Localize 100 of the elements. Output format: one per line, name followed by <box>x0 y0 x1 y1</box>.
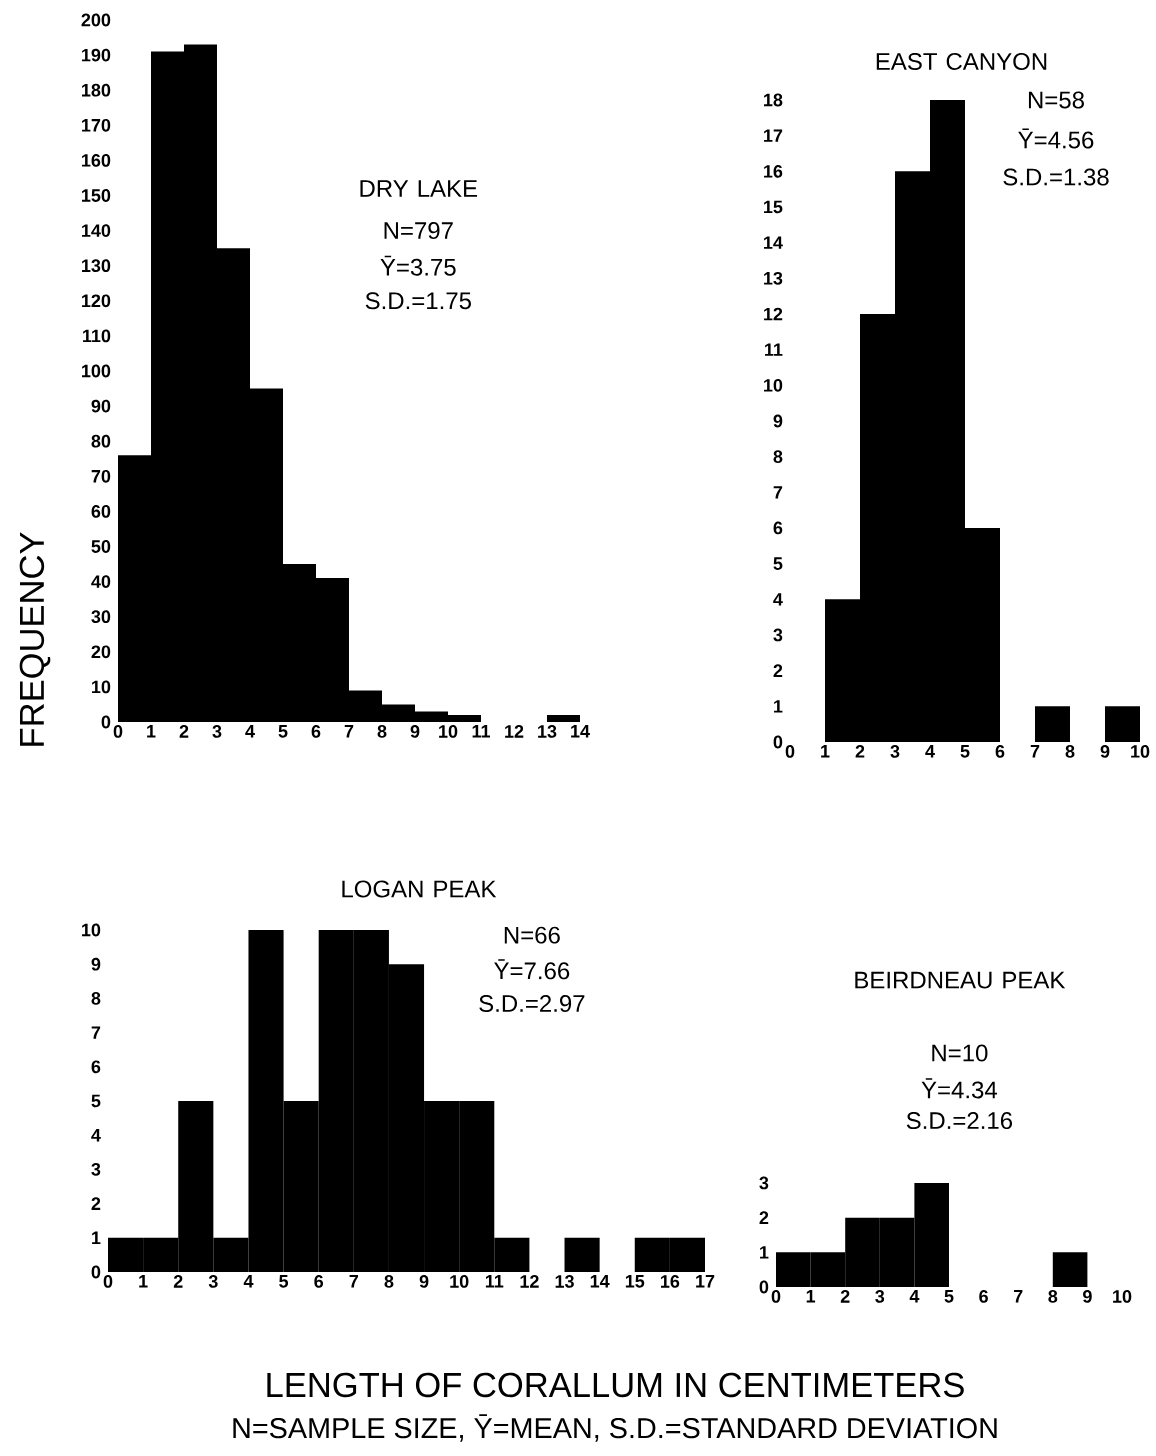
x-tick-label: 8 <box>1048 1290 1058 1303</box>
x-tick-label: 1 <box>139 1275 148 1288</box>
x-tick-label: 3 <box>208 1275 218 1288</box>
x-tick-label: 8 <box>1065 745 1075 758</box>
y-tick-label: 8 <box>773 450 783 464</box>
y-tick-label: 2 <box>759 1211 769 1224</box>
annotation: N=797 <box>384 222 453 240</box>
x-tick-label: 5 <box>278 725 288 738</box>
text: N=SAMPLE SIZE, Ȳ=MEAN, S.D.=STANDARD DEVIATION <box>233 1414 997 1442</box>
y-tick-label: 8 <box>91 992 101 1005</box>
y-tick-label: 20 <box>91 645 111 659</box>
y-tick-label: 17 <box>764 129 783 142</box>
x-tick-label: 4 <box>245 725 255 738</box>
y-tick-label: 11 <box>765 343 783 356</box>
text: N=10 <box>932 1044 988 1062</box>
y-tick-label: 200 <box>81 13 111 27</box>
text: Ȳ=4.34 <box>921 1078 998 1099</box>
y-tick-label: 60 <box>91 505 111 518</box>
y-tick-label: 90 <box>91 399 111 413</box>
text: DRY LAKE <box>360 180 478 197</box>
x-tick-label: 9 <box>419 1275 429 1288</box>
x-tick-label: 2 <box>179 725 189 738</box>
y-tick-label: 14 <box>764 236 783 249</box>
y-tick-label: 180 <box>82 83 111 97</box>
y-tick-label: 30 <box>91 610 111 624</box>
y-tick-label: 170 <box>82 118 111 132</box>
x-tick-label: 10 <box>1131 745 1150 758</box>
y-tick-label: 2 <box>773 664 783 677</box>
y-tick-label: 120 <box>82 294 111 308</box>
y-tick-label: 7 <box>91 1026 101 1039</box>
y-tick-label: 4 <box>91 1128 101 1142</box>
x-tick-label: 2 <box>173 1275 183 1288</box>
x-tick-label: 6 <box>979 1290 988 1303</box>
x-tick-label: 4 <box>925 745 935 758</box>
x-tick-label: 7 <box>1013 1290 1023 1303</box>
x-tick-label: 2 <box>840 1290 850 1303</box>
x-tick-label: 4 <box>909 1290 920 1303</box>
y-tick-label: 9 <box>91 957 101 971</box>
y-tick-label: 1 <box>760 1246 769 1259</box>
y-tick-label: 18 <box>764 93 783 107</box>
x-tick-label: 1 <box>147 725 156 738</box>
y-tick-label: 190 <box>82 48 111 62</box>
x-tick-label: 10 <box>450 1275 469 1288</box>
x-tick-label: 3 <box>212 725 222 738</box>
x-tick-label: 15 <box>625 1275 645 1288</box>
y-tick-label: 3 <box>759 1176 769 1190</box>
y-tick-label: 6 <box>773 521 783 535</box>
y-tick-label: 140 <box>82 224 111 237</box>
y-tick-label: 7 <box>773 486 783 499</box>
y-tick-label: 0 <box>773 735 783 749</box>
x-tick-label: 14 <box>590 1275 610 1288</box>
x-tick-label: 0 <box>113 725 123 738</box>
y-tick-label: 3 <box>91 1163 101 1176</box>
x-tick-label: 13 <box>538 725 557 738</box>
y-axis-title: FREQUENCY <box>19 532 51 746</box>
y-tick-label: 50 <box>91 540 111 553</box>
y-tick-label: 6 <box>91 1060 101 1074</box>
y-tick-label: 70 <box>91 469 111 483</box>
x-tick-label: 2 <box>855 745 865 758</box>
x-tick-label: 1 <box>821 745 830 758</box>
y-tick-label: 1 <box>774 700 783 713</box>
x-tick-label: 9 <box>1083 1290 1092 1303</box>
x-tick-label: 13 <box>555 1275 574 1288</box>
annotation: Ȳ=3.75 <box>380 255 456 276</box>
annotation: S.D.=1.38 <box>1003 168 1109 186</box>
y-tick-label: 16 <box>764 164 783 178</box>
x-tick-label: 5 <box>944 1290 954 1303</box>
x-tick-label: 7 <box>349 1275 359 1288</box>
chart-title: BEIRDNEAU PEAK <box>855 971 1066 989</box>
x-tick-label: 6 <box>995 745 1005 758</box>
x-tick-label: 8 <box>377 725 387 738</box>
y-tick-label: 130 <box>82 259 111 273</box>
x-tick-label: 3 <box>890 745 900 758</box>
x-tick-label: 11 <box>485 1275 504 1288</box>
annotation: Ȳ=7.66 <box>494 959 570 980</box>
y-tick-label: 150 <box>82 189 111 202</box>
x-axis-title: LENGTH OF CORALLUM IN CENTIMETERS <box>267 1372 964 1398</box>
y-tick-label: 13 <box>764 271 783 285</box>
y-tick-label: 10 <box>82 923 101 937</box>
y-tick-label: 110 <box>83 329 111 343</box>
annotation: N=66 <box>504 926 560 944</box>
x-tick-label: 1 <box>806 1290 816 1303</box>
y-tick-label: 5 <box>91 1094 101 1108</box>
x-tick-label: 17 <box>696 1275 715 1288</box>
x-tick-label: 9 <box>1100 745 1110 758</box>
x-tick-label: 10 <box>439 725 458 738</box>
x-tick-label: 5 <box>279 1275 289 1288</box>
x-tick-label: 12 <box>505 725 524 738</box>
x-tick-label: 16 <box>661 1275 680 1288</box>
x-tick-label: 14 <box>571 725 590 738</box>
text: S.D.=2.16 <box>906 1112 1013 1130</box>
y-tick-label: 100 <box>82 364 111 378</box>
y-tick-label: 5 <box>773 557 783 570</box>
y-tick-label: 9 <box>773 414 783 428</box>
x-tick-label: 3 <box>875 1290 885 1303</box>
annotation: N=58 <box>1028 91 1084 109</box>
y-tick-label: 3 <box>773 628 783 642</box>
x-tick-label: 10 <box>1113 1290 1132 1303</box>
y-tick-label: 15 <box>764 200 783 214</box>
x-tick-label: 11 <box>472 725 491 738</box>
